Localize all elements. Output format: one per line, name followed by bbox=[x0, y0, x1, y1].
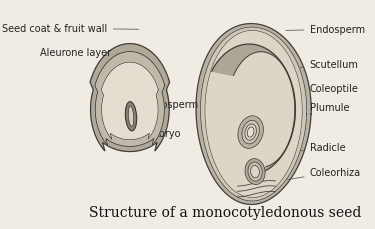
Text: Radicle: Radicle bbox=[278, 142, 345, 155]
Text: Scutellum: Scutellum bbox=[287, 60, 358, 70]
Ellipse shape bbox=[128, 107, 134, 127]
Polygon shape bbox=[212, 45, 296, 174]
Ellipse shape bbox=[245, 124, 256, 141]
Ellipse shape bbox=[247, 128, 254, 137]
Ellipse shape bbox=[245, 159, 265, 185]
Text: Endosperm: Endosperm bbox=[137, 99, 198, 109]
Text: Endosperm: Endosperm bbox=[286, 25, 365, 35]
Polygon shape bbox=[201, 28, 307, 201]
Polygon shape bbox=[196, 25, 311, 204]
Polygon shape bbox=[95, 52, 165, 147]
Polygon shape bbox=[90, 44, 170, 152]
Text: Plumule: Plumule bbox=[279, 103, 349, 113]
Polygon shape bbox=[205, 31, 302, 198]
Text: Seed coat & fruit wall: Seed coat & fruit wall bbox=[3, 24, 139, 34]
Ellipse shape bbox=[238, 116, 263, 149]
Text: Embryo: Embryo bbox=[135, 129, 181, 139]
Ellipse shape bbox=[242, 121, 260, 144]
Ellipse shape bbox=[248, 162, 262, 181]
Text: Structure of a monocotyledonous seed: Structure of a monocotyledonous seed bbox=[89, 205, 362, 219]
Text: Coleoptile: Coleoptile bbox=[283, 84, 358, 94]
Text: Aleurone layer: Aleurone layer bbox=[39, 48, 139, 58]
Text: Coleorhiza: Coleorhiza bbox=[278, 167, 361, 182]
Polygon shape bbox=[101, 63, 158, 140]
Ellipse shape bbox=[251, 166, 260, 178]
Ellipse shape bbox=[125, 102, 137, 131]
